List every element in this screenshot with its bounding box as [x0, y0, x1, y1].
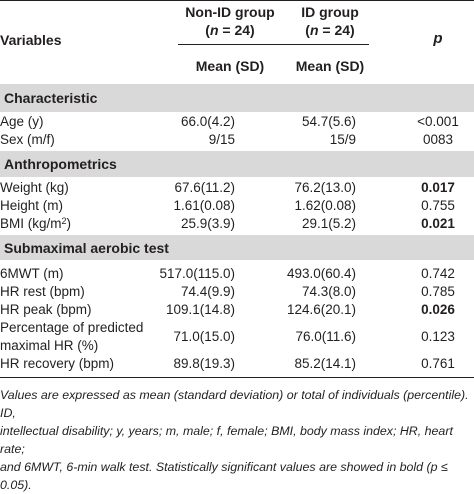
footnote-line: Values are expressed as mean (standard d… — [0, 388, 469, 420]
header-group1-name: Non-ID group — [185, 4, 275, 20]
row-value-id: 1.62(0.08) — [294, 198, 356, 213]
row-value-nonid: 517.0(115.0) — [159, 266, 235, 281]
row-value-id: 76.0(11.6) — [295, 329, 356, 344]
section-band-anthropometrics: Anthropometrics — [0, 151, 474, 177]
footnote-line: intellectual disability; y, years; m, ma… — [0, 424, 453, 456]
row-label: 6MWT (m) — [0, 266, 64, 281]
row-label: HR peak (bpm) — [0, 302, 92, 317]
row-label: HR rest (bpm) — [0, 284, 85, 299]
row-label-line2: maximal HR (%) — [0, 338, 99, 353]
row-p-value: 0083 — [422, 132, 454, 147]
section-title: Anthropometrics — [4, 156, 117, 172]
row-p-value: 0.755 — [421, 198, 455, 213]
header-group2-n: (n = 24) — [305, 22, 355, 38]
row-label: Percentage of predicted — [0, 320, 144, 335]
row-p-value: 0.742 — [421, 266, 455, 281]
table-top-rule — [0, 0, 474, 1]
table-row: HR rest (bpm) 74.4(9.9) 74.3(8.0) 0.785 — [0, 282, 474, 302]
table-footnote: Values are expressed as mean (standard d… — [0, 386, 474, 494]
table-row: HR recovery (bpm) 89.8(19.3) 85.2(14.1) … — [0, 354, 474, 374]
row-value-nonid: 109.1(14.8) — [165, 302, 235, 317]
row-p-value: 0.123 — [421, 329, 455, 344]
row-p-value: <0.001 — [417, 114, 459, 129]
header-stat1: Mean (SD) — [195, 58, 265, 74]
header-group2-name: ID group — [301, 4, 359, 20]
section-band-submaximal: Submaximal aerobic test — [0, 235, 474, 260]
table-row: Sex (m/f) 9/15 15/9 0083 — [0, 130, 474, 150]
row-value-id: 54.7(5.6) — [301, 114, 356, 129]
row-label: Age (y) — [0, 114, 44, 129]
row-label: BMI (kg/m2) — [0, 216, 72, 231]
table-row: 6MWT (m) 517.0(115.0) 493.0(60.4) 0.742 — [0, 264, 474, 284]
row-p-value: 0.017 — [421, 180, 455, 195]
header-sub-rule — [178, 44, 369, 45]
header-p: p — [433, 30, 443, 47]
row-value-id: 85.2(14.1) — [294, 356, 356, 371]
row-value-id: 29.1(5.2) — [301, 216, 356, 231]
row-value-nonid: 9/15 — [208, 132, 235, 147]
row-value-nonid: 89.8(19.3) — [173, 356, 235, 371]
row-value-id: 124.6(20.1) — [286, 302, 356, 317]
row-label: HR recovery (bpm) — [0, 356, 115, 371]
row-value-id: 76.2(13.0) — [294, 180, 356, 195]
section-title: Submaximal aerobic test — [4, 240, 169, 256]
section-band-characteristic: Characteristic — [0, 84, 474, 112]
header-group1-n: (n = 24) — [205, 22, 255, 38]
row-p-value: 0.785 — [421, 284, 455, 299]
row-value-nonid: 25.9(3.9) — [180, 216, 235, 231]
row-p-value: 0.021 — [421, 216, 455, 231]
row-value-id: 74.3(8.0) — [301, 284, 356, 299]
row-value-nonid: 66.0(4.2) — [180, 114, 235, 129]
row-p-value: 0.026 — [421, 302, 455, 317]
table-row: Percentage of predicted maximal HR (%) 7… — [0, 318, 474, 354]
row-value-id: 493.0(60.4) — [286, 266, 356, 281]
row-label: Sex (m/f) — [0, 132, 55, 147]
row-value-id: 15/9 — [329, 132, 356, 147]
table-row: Age (y) 66.0(4.2) 54.7(5.6) <0.001 — [0, 112, 474, 132]
section-title: Characteristic — [4, 90, 98, 106]
table-row: Height (m) 1.61(0.08) 1.62(0.08) 0.755 — [0, 196, 474, 216]
row-p-value: 0.761 — [421, 356, 455, 371]
table-row: HR peak (bpm) 109.1(14.8) 124.6(20.1) 0.… — [0, 300, 474, 320]
table-bottom-rule — [0, 377, 474, 378]
table-row: Weight (kg) 67.6(11.2) 76.2(13.0) 0.017 — [0, 178, 474, 198]
row-label: Weight (kg) — [0, 180, 69, 195]
row-value-nonid: 67.6(11.2) — [174, 180, 235, 195]
row-value-nonid: 74.4(9.9) — [180, 284, 235, 299]
row-label: Height (m) — [0, 198, 64, 213]
header-variables: Variables — [0, 32, 62, 48]
row-value-nonid: 1.61(0.08) — [173, 198, 235, 213]
header-stat2: Mean (SD) — [295, 58, 365, 74]
footnote-line: and 6MWT, 6-min walk test. Statistically… — [0, 460, 448, 492]
table-row: BMI (kg/m2) 25.9(3.9) 29.1(5.2) 0.021 — [0, 214, 474, 234]
row-value-nonid: 71.0(15.0) — [173, 329, 235, 344]
